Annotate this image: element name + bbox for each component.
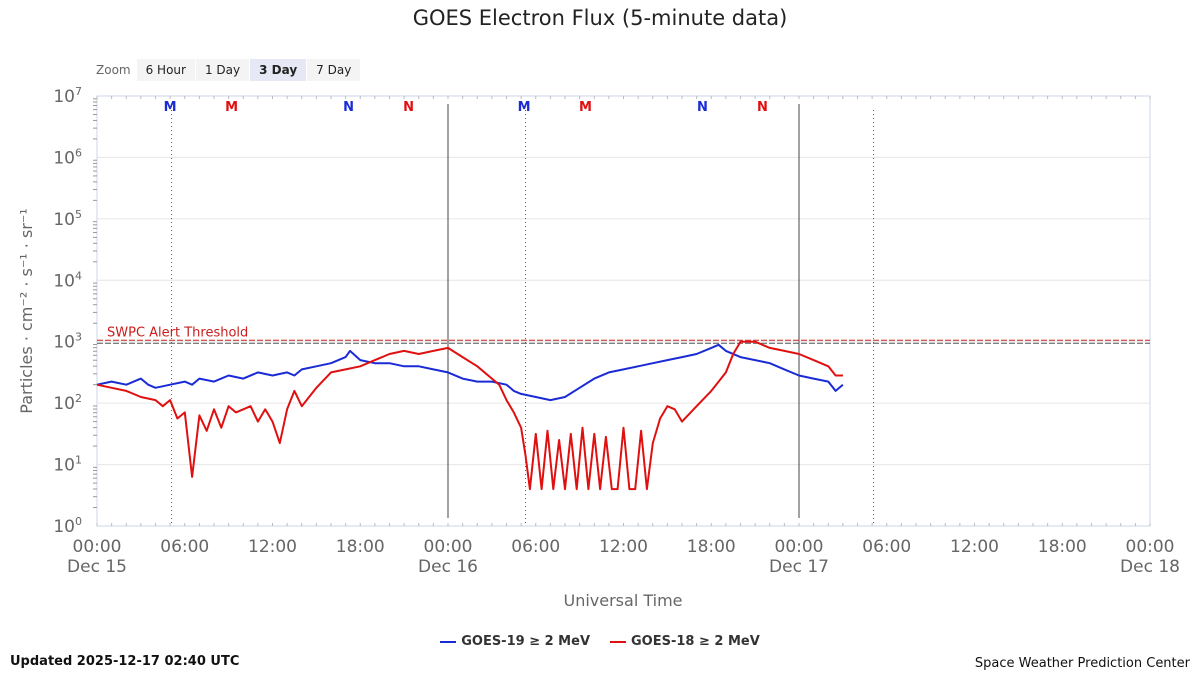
legend-item-goes18[interactable]: GOES-18 ≥ 2 MeV [610,634,760,649]
y-tick-label: 105 [53,208,82,230]
y-tick-label: 107 [53,85,82,107]
y-tick-base: 10 [53,148,75,168]
y-tick-label: 100 [53,515,82,537]
y-tick-exponent: 7 [75,85,82,98]
x-tick-time: 18:00 [336,537,385,557]
y-tick-exponent: 3 [75,331,82,344]
legend-swatch-goes19 [440,640,457,643]
legend-item-goes19[interactable]: GOES-19 ≥ 2 MeV [440,634,590,649]
y-tick-base: 10 [53,271,75,291]
y-tick-exponent: 2 [75,392,82,405]
x-tick-time: 06:00 [160,537,209,557]
y-tick-exponent: 0 [75,515,82,528]
x-tick-time: 00:00 [424,537,473,557]
orbit-marker-N: N [697,100,708,115]
zoom-7-day-button[interactable]: 7 Day [307,59,361,81]
y-tick-exponent: 6 [75,146,82,159]
legend-label-goes19: GOES-19 ≥ 2 MeV [461,634,590,649]
credit-text: Space Weather Prediction Center [974,656,1190,671]
x-tick-time: 06:00 [862,537,911,557]
x-tick-time: 18:00 [687,537,736,557]
series-layer [96,340,844,491]
y-axis-title: Particles · cm⁻² · s⁻¹ · sr⁻¹ [17,208,36,413]
legend-label-goes18: GOES-18 ≥ 2 MeV [631,634,760,649]
zoom-label: Zoom [96,63,131,77]
y-tick-label: 104 [53,269,82,291]
orbit-marker-M: M [518,100,531,115]
day-lines-layer [171,104,875,526]
series-line-goes19[interactable] [96,343,844,402]
orbit-marker-M: M [164,100,177,115]
plot-border [96,95,1151,527]
zoom-bar: Zoom 6 Hour 1 Day 3 Day 7 Day [96,59,361,81]
zoom-1-day-button[interactable]: 1 Day [195,59,250,81]
x-tick-time: 00:00 [73,537,122,557]
x-axis-title: Universal Time [563,591,682,610]
orbit-marker-M: M [579,100,592,115]
y-tick-base: 10 [53,210,75,230]
zoom-3-day-button[interactable]: 3 Day [250,59,307,81]
x-tick-time: 12:00 [950,537,999,557]
y-tick-base: 10 [53,394,75,414]
orbit-marker-N: N [403,100,414,115]
x-tick-date: Dec 15 [67,557,127,577]
grid-layer [97,95,1150,527]
y-tick-label: 103 [53,331,82,353]
y-tick-base: 10 [53,517,75,537]
x-tick-time: 18:00 [1038,537,1087,557]
updated-timestamp: Updated 2025-12-17 02:40 UTC [10,654,240,669]
chart-title: GOES Electron Flux (5-minute data) [412,6,788,30]
y-tick-exponent: 1 [75,454,82,467]
series-line-goes18[interactable] [96,340,843,491]
threshold-layer: SWPC Alert Threshold [97,326,1150,344]
x-tick-time: 00:00 [775,537,824,557]
alert-threshold-label: SWPC Alert Threshold [107,326,248,341]
x-tick-date: Dec 16 [418,557,478,577]
zoom-6-hour-button[interactable]: 6 Hour [136,59,195,81]
x-tick-date: Dec 17 [769,557,829,577]
orbit-marker-N: N [757,100,768,115]
y-tick-exponent: 5 [75,208,82,221]
legend-swatch-goes18 [610,640,626,643]
y-tick-base: 10 [53,333,75,353]
x-tick-time: 12:00 [599,537,648,557]
orbit-marker-N: N [343,100,354,115]
orbit-marker-M: M [225,100,238,115]
legend: GOES-19 ≥ 2 MeV GOES-18 ≥ 2 MeV [0,634,1200,649]
y-tick-label: 102 [53,392,82,414]
x-tick-time: 06:00 [511,537,560,557]
y-tick-label: 101 [53,454,82,476]
y-tick-label: 106 [53,146,82,168]
y-tick-exponent: 4 [75,269,82,282]
x-tick-time: 12:00 [248,537,297,557]
y-tick-base: 10 [53,87,75,107]
x-tick-date: Dec 18 [1120,557,1180,577]
y-tick-base: 10 [53,456,75,476]
x-tick-time: 00:00 [1126,537,1175,557]
